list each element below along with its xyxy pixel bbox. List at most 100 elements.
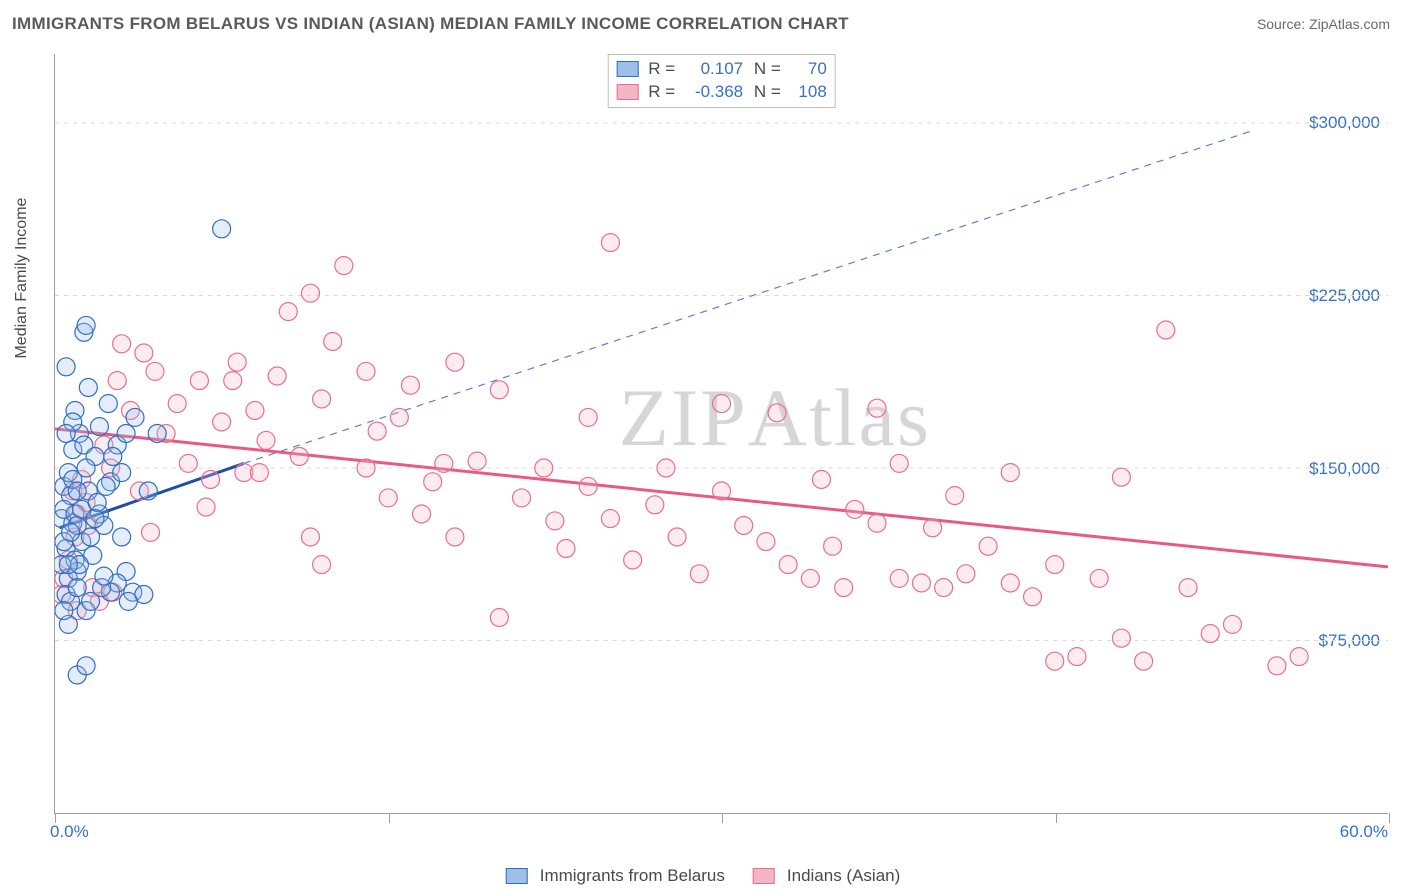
scatter-point-indian: [390, 408, 408, 426]
scatter-point-indian: [424, 473, 442, 491]
legend-r-value-belarus: 0.107: [681, 58, 743, 81]
scatter-point-belarus: [119, 592, 137, 610]
scatter-point-indian: [168, 395, 186, 413]
scatter-point-indian: [146, 362, 164, 380]
scatter-point-belarus: [57, 425, 75, 443]
y-axis-title: Median Family Income: [13, 198, 31, 359]
chart-title: IMMIGRANTS FROM BELARUS VS INDIAN (ASIAN…: [12, 14, 849, 34]
scatter-point-indian: [757, 533, 775, 551]
scatter-point-indian: [579, 477, 597, 495]
scatter-point-indian: [490, 609, 508, 627]
legend-label-belarus: Immigrants from Belarus: [540, 866, 725, 886]
scatter-point-indian: [313, 556, 331, 574]
scatter-point-indian: [890, 454, 908, 472]
legend-correlation: R = 0.107 N = 70 R = -0.368 N = 108: [607, 54, 836, 108]
scatter-point-indian: [290, 448, 308, 466]
x-axis-max-label: 60.0%: [1340, 822, 1388, 842]
scatter-point-indian: [190, 372, 208, 390]
swatch-belarus: [616, 61, 638, 77]
scatter-point-indian: [690, 565, 708, 583]
scatter-point-indian: [812, 471, 830, 489]
scatter-point-indian: [224, 372, 242, 390]
scatter-point-indian: [935, 579, 953, 597]
scatter-point-belarus: [117, 425, 135, 443]
scatter-point-indian: [1112, 629, 1130, 647]
scatter-point-belarus: [139, 482, 157, 500]
scatter-point-indian: [113, 335, 131, 353]
legend-row-belarus: R = 0.107 N = 70: [616, 58, 827, 81]
scatter-point-belarus: [213, 220, 231, 238]
scatter-point-indian: [535, 459, 553, 477]
swatch-belarus-icon: [506, 868, 528, 884]
scatter-point-belarus: [90, 418, 108, 436]
scatter-point-indian: [1046, 652, 1064, 670]
scatter-point-belarus: [77, 657, 95, 675]
scatter-point-indian: [197, 498, 215, 516]
legend-series: Immigrants from Belarus Indians (Asian): [506, 866, 901, 886]
scatter-point-indian: [924, 519, 942, 537]
scatter-point-belarus: [77, 316, 95, 334]
scatter-point-indian: [490, 381, 508, 399]
x-tick: [389, 813, 390, 823]
scatter-point-indian: [324, 333, 342, 351]
scatter-point-indian: [379, 489, 397, 507]
scatter-point-indian: [835, 579, 853, 597]
scatter-point-indian: [1223, 615, 1241, 633]
scatter-point-indian: [446, 353, 464, 371]
source-label: Source: ZipAtlas.com: [1257, 16, 1390, 32]
scatter-point-indian: [779, 556, 797, 574]
legend-r-label: R =: [648, 58, 675, 81]
scatter-point-indian: [279, 303, 297, 321]
swatch-indian-icon: [753, 868, 775, 884]
scatter-point-indian: [1112, 468, 1130, 486]
scatter-point-indian: [646, 496, 664, 514]
scatter-point-belarus: [99, 395, 117, 413]
scatter-point-belarus: [55, 602, 73, 620]
scatter-point-belarus: [59, 556, 77, 574]
scatter-point-belarus: [126, 408, 144, 426]
scatter-point-indian: [824, 537, 842, 555]
scatter-point-indian: [946, 487, 964, 505]
legend-n-value-indian: 108: [787, 81, 827, 104]
scatter-point-indian: [513, 489, 531, 507]
scatter-point-indian: [801, 569, 819, 587]
scatter-point-indian: [1201, 625, 1219, 643]
scatter-point-belarus: [68, 482, 86, 500]
scatter-point-indian: [1090, 569, 1108, 587]
scatter-point-belarus: [86, 510, 104, 528]
scatter-point-indian: [257, 431, 275, 449]
swatch-indian: [616, 84, 638, 100]
scatter-point-indian: [1001, 574, 1019, 592]
scatter-point-indian: [735, 517, 753, 535]
scatter-point-indian: [668, 528, 686, 546]
scatter-point-belarus: [113, 528, 131, 546]
legend-label-indian: Indians (Asian): [787, 866, 900, 886]
scatter-point-indian: [228, 353, 246, 371]
x-tick: [722, 813, 723, 823]
scatter-point-indian: [108, 372, 126, 390]
scatter-point-indian: [579, 408, 597, 426]
x-tick: [1389, 813, 1390, 823]
scatter-point-belarus: [97, 477, 115, 495]
scatter-point-belarus: [62, 523, 80, 541]
scatter-point-indian: [1290, 648, 1308, 666]
scatter-point-indian: [979, 537, 997, 555]
scatter-point-indian: [335, 257, 353, 275]
scatter-point-indian: [301, 284, 319, 302]
scatter-point-indian: [657, 459, 675, 477]
scatter-point-indian: [268, 367, 286, 385]
scatter-point-indian: [357, 459, 375, 477]
scatter-point-indian: [413, 505, 431, 523]
scatter-point-belarus: [77, 459, 95, 477]
scatter-point-indian: [1046, 556, 1064, 574]
scatter-point-indian: [142, 523, 160, 541]
scatter-point-indian: [1268, 657, 1286, 675]
scatter-point-belarus: [82, 528, 100, 546]
scatter-point-indian: [135, 344, 153, 362]
scatter-point-indian: [890, 569, 908, 587]
x-axis-min-label: 0.0%: [50, 822, 89, 842]
scatter-point-indian: [601, 510, 619, 528]
scatter-point-indian: [1135, 652, 1153, 670]
chart-header: IMMIGRANTS FROM BELARUS VS INDIAN (ASIAN…: [0, 0, 1406, 42]
scatter-point-belarus: [113, 464, 131, 482]
